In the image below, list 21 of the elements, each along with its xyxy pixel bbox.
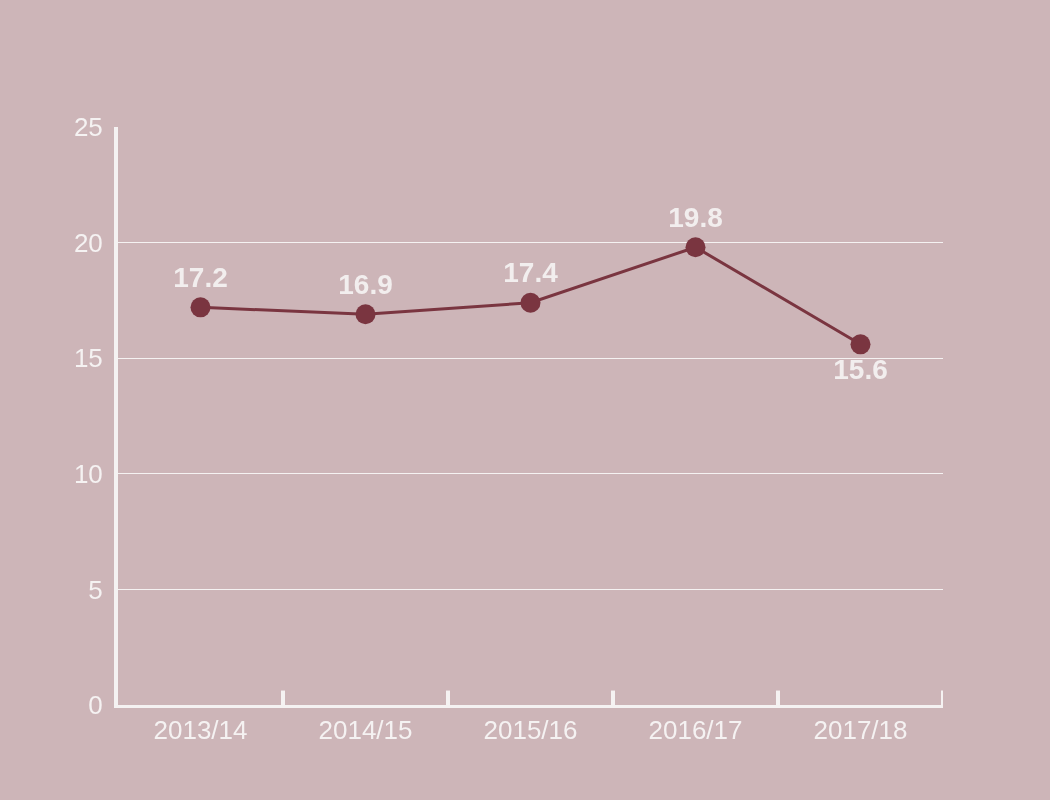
data-label: 15.6 — [833, 353, 888, 385]
y-tick-label: 20 — [73, 227, 103, 258]
data-label: 17.2 — [173, 261, 228, 293]
x-tick-label: 2017/18 — [813, 715, 908, 746]
data-label: 17.4 — [503, 257, 559, 289]
y-tick-label: 10 — [73, 458, 103, 489]
y-tick-label: 15 — [73, 343, 103, 374]
data-label: 16.9 — [338, 268, 393, 300]
point — [190, 297, 211, 318]
y-tick-label: 5 — [88, 574, 103, 605]
x-tick-label: 2016/17 — [648, 715, 743, 746]
point — [685, 237, 706, 258]
point — [850, 334, 871, 355]
point — [520, 292, 541, 313]
x-tick-label: 2015/16 — [483, 715, 578, 746]
data-label: 19.8 — [668, 201, 723, 233]
y-tick-label: 25 — [73, 112, 103, 143]
y-tick-label: 0 — [88, 690, 103, 721]
point — [355, 304, 376, 325]
x-tick-label: 2013/14 — [153, 715, 248, 746]
x-tick-label: 2014/15 — [318, 715, 413, 746]
